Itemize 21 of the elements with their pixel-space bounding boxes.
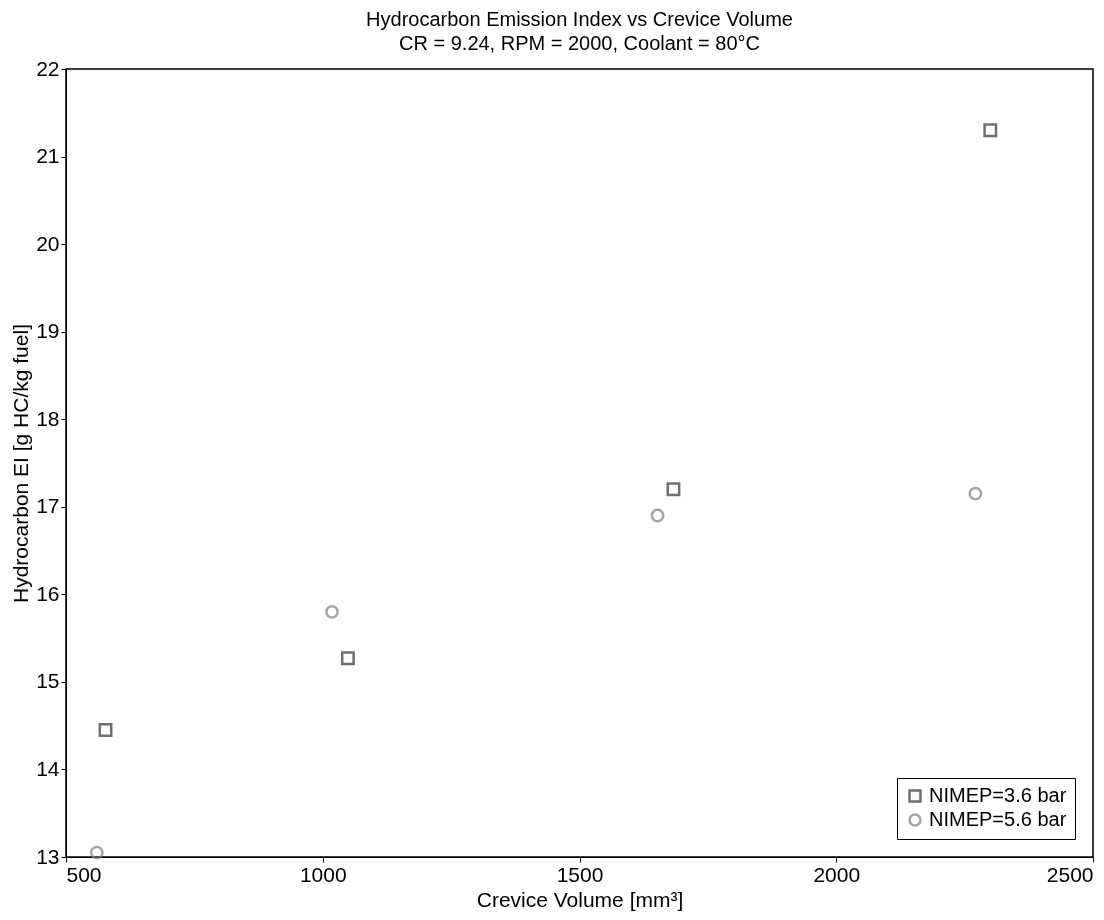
y-tick-label: 14 bbox=[36, 756, 60, 780]
y-axis-title: Hydrocarbon EI [g HC/kg fuel] bbox=[9, 324, 33, 603]
y-tick-label: 19 bbox=[36, 319, 60, 343]
chart-title: Hydrocarbon Emission Index vs Crevice Volume bbox=[366, 8, 793, 30]
x-axis-title: Crevice Volume [mm³] bbox=[476, 887, 684, 911]
y-tick-label: 20 bbox=[36, 231, 60, 255]
x-tick-label: 1500 bbox=[556, 862, 604, 886]
y-tick-label: 17 bbox=[36, 494, 60, 518]
y-tick-label: 22 bbox=[36, 56, 60, 80]
x-tick-label: 500 bbox=[66, 862, 102, 886]
y-tick-label: 18 bbox=[36, 406, 60, 430]
chart-subtitle: CR = 9.24, RPM = 2000, Coolant = 80°C bbox=[399, 32, 760, 54]
x-tick-label: 1000 bbox=[299, 862, 347, 886]
y-tick-label: 15 bbox=[36, 669, 60, 693]
legend-label: NIMEP=5.6 bar bbox=[929, 808, 1067, 830]
y-tick-label: 21 bbox=[36, 144, 60, 168]
x-tick-label: 2000 bbox=[813, 862, 861, 886]
y-tick-label: 16 bbox=[36, 581, 60, 605]
legend-label: NIMEP=3.6 bar bbox=[929, 784, 1067, 806]
y-tick-label: 13 bbox=[36, 844, 60, 868]
x-tick-label: 2500 bbox=[1046, 862, 1094, 886]
